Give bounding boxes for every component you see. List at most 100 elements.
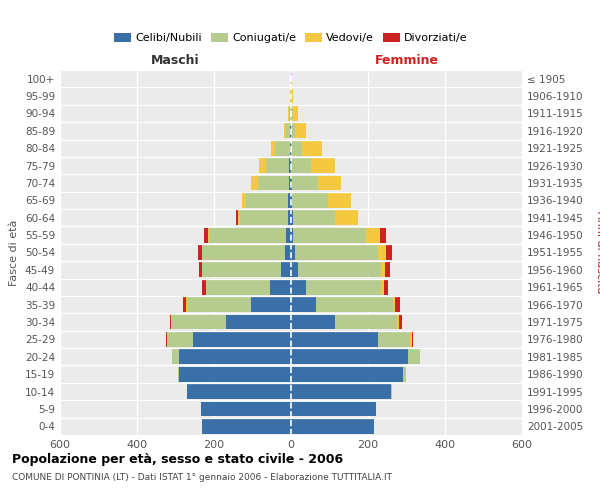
Bar (199, 262, 202, 278)
Bar (171, 314, 172, 330)
Bar (291, 262, 298, 278)
Bar (318, 176, 341, 190)
Bar (186, 298, 187, 312)
Bar (258, 176, 289, 190)
Bar (202, 419, 291, 434)
Bar (240, 210, 288, 225)
Bar (293, 228, 367, 242)
Bar (198, 245, 202, 260)
Text: COMUNE DI PONTINIA (LT) - Dati ISTAT 1° gennaio 2006 - Elaborazione TUTTITALIA.I: COMUNE DI PONTINIA (LT) - Dati ISTAT 1° … (12, 472, 392, 482)
Bar (412, 332, 413, 347)
Bar (380, 228, 386, 242)
Bar (291, 402, 376, 416)
Bar (393, 298, 395, 312)
Y-axis label: Fasce di età: Fasce di età (10, 220, 19, 286)
Bar (290, 124, 291, 138)
Bar (291, 350, 409, 364)
Bar (311, 158, 335, 173)
Bar (259, 158, 266, 173)
Bar (202, 262, 281, 278)
Bar (208, 228, 209, 242)
Bar (290, 88, 291, 104)
Bar (179, 350, 291, 364)
Bar (166, 332, 167, 347)
Bar (316, 298, 393, 312)
Bar (187, 384, 291, 399)
Bar (291, 228, 293, 242)
Bar (286, 228, 291, 242)
Bar (292, 124, 295, 138)
Bar (377, 332, 410, 347)
Bar (183, 298, 186, 312)
Legend: Celibi/Nubili, Coniugati/e, Vedovi/e, Divorziati/e: Celibi/Nubili, Coniugati/e, Vedovi/e, Di… (110, 28, 472, 48)
Bar (335, 314, 397, 330)
Bar (291, 314, 335, 330)
Bar (292, 176, 318, 190)
Bar (291, 245, 295, 260)
Bar (292, 193, 328, 208)
Bar (172, 314, 226, 330)
Bar (266, 158, 289, 173)
Bar (385, 262, 390, 278)
Bar (238, 210, 240, 225)
Bar (236, 210, 238, 225)
Bar (251, 298, 291, 312)
Bar (292, 158, 311, 173)
Bar (410, 332, 412, 347)
Bar (291, 367, 403, 382)
Bar (271, 141, 275, 156)
Bar (295, 124, 306, 138)
Bar (286, 124, 290, 138)
Bar (381, 262, 385, 278)
Bar (397, 314, 399, 330)
Bar (381, 280, 384, 294)
Bar (403, 367, 406, 382)
Bar (288, 210, 291, 225)
Bar (202, 245, 285, 260)
Bar (289, 106, 291, 121)
Bar (289, 176, 291, 190)
Bar (386, 245, 392, 260)
Bar (409, 350, 420, 364)
Bar (335, 210, 358, 225)
Bar (290, 141, 291, 156)
Bar (251, 176, 258, 190)
Bar (242, 193, 245, 208)
Bar (172, 350, 179, 364)
Bar (285, 245, 291, 260)
Bar (209, 228, 286, 242)
Bar (367, 228, 380, 242)
Bar (292, 141, 302, 156)
Bar (202, 280, 206, 294)
Bar (293, 106, 298, 121)
Bar (289, 158, 291, 173)
Text: Maschi: Maschi (151, 54, 200, 66)
Bar (281, 262, 291, 278)
Bar (291, 298, 316, 312)
Bar (226, 314, 291, 330)
Bar (295, 245, 377, 260)
Bar (291, 332, 377, 347)
Bar (302, 141, 322, 156)
Bar (391, 384, 392, 399)
Bar (288, 193, 291, 208)
Bar (206, 280, 270, 294)
Text: Femmine: Femmine (374, 54, 439, 66)
Bar (170, 314, 171, 330)
Bar (205, 228, 208, 242)
Y-axis label: Anni di nascita: Anni di nascita (595, 211, 600, 294)
Bar (395, 298, 400, 312)
Text: Popolazione per età, sesso e stato civile - 2006: Popolazione per età, sesso e stato civil… (12, 452, 343, 466)
Bar (245, 193, 288, 208)
Bar (292, 88, 293, 104)
Bar (284, 124, 286, 138)
Bar (179, 367, 291, 382)
Bar (291, 280, 305, 294)
Bar (399, 314, 402, 330)
Bar (270, 280, 291, 294)
Bar (305, 280, 381, 294)
Bar (291, 106, 293, 121)
Bar (178, 367, 179, 382)
Bar (291, 384, 391, 399)
Bar (187, 298, 251, 312)
